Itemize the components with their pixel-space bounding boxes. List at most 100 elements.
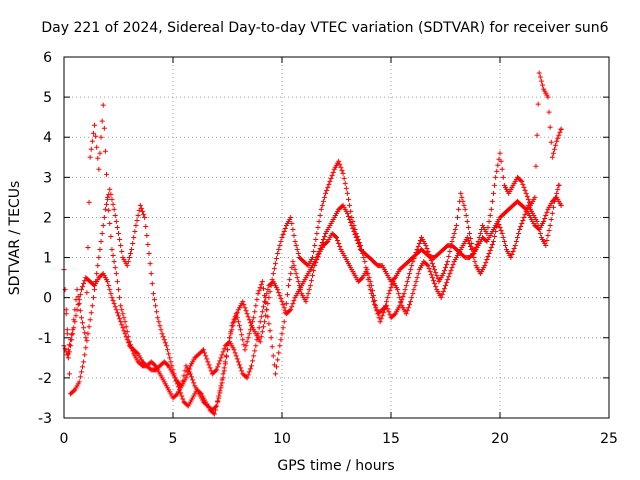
data-point	[366, 275, 372, 281]
data-point	[519, 178, 525, 184]
data-point	[330, 169, 336, 175]
data-point	[143, 223, 149, 229]
data-point	[443, 265, 448, 271]
data-point	[160, 334, 166, 340]
data-point	[116, 313, 121, 319]
data-point	[74, 287, 80, 293]
data-point	[411, 287, 417, 293]
data-point	[239, 368, 245, 374]
data-point	[290, 226, 296, 232]
data-point	[320, 237, 326, 243]
data-point	[310, 255, 316, 261]
data-point	[105, 196, 111, 202]
data-point	[386, 309, 392, 315]
data-point	[345, 196, 351, 202]
data-point	[117, 316, 123, 322]
data-point	[492, 233, 498, 239]
data-point	[306, 287, 312, 293]
data-point	[291, 232, 297, 238]
data-point	[352, 231, 358, 237]
data-point	[116, 230, 121, 236]
data-point	[314, 257, 320, 263]
data-point	[544, 209, 550, 215]
data-point	[278, 239, 284, 245]
data-point	[170, 367, 176, 373]
data-point	[126, 255, 132, 261]
data-point	[114, 310, 120, 316]
data-point	[259, 329, 265, 335]
data-point	[69, 337, 75, 343]
data-point	[263, 313, 269, 319]
data-point	[384, 299, 390, 305]
data-point	[98, 239, 104, 245]
data-point	[243, 308, 249, 314]
data-point	[548, 139, 554, 145]
data-point	[385, 306, 391, 312]
data-point	[272, 371, 278, 377]
data-point	[484, 230, 490, 236]
data-point	[540, 82, 546, 88]
data-point	[424, 262, 430, 268]
data-point	[272, 261, 278, 267]
data-point	[118, 303, 124, 309]
y-tick-label: -1	[38, 331, 52, 347]
data-point	[328, 175, 334, 181]
data-point	[165, 362, 171, 368]
data-point	[339, 167, 345, 173]
data-point	[134, 350, 140, 356]
data-point	[104, 171, 110, 177]
data-point	[242, 305, 248, 311]
data-point	[106, 283, 112, 289]
data-point	[258, 282, 264, 288]
data-point	[462, 206, 468, 212]
data-point	[165, 347, 171, 353]
data-point	[293, 243, 299, 249]
data-point	[133, 222, 139, 228]
data-point	[471, 255, 477, 261]
data-point	[77, 374, 83, 380]
data-point	[428, 272, 434, 278]
data-point	[70, 331, 76, 337]
data-point	[77, 308, 83, 314]
data-point	[241, 342, 247, 348]
data-point	[191, 380, 197, 386]
data-point	[154, 309, 160, 315]
data-point	[123, 324, 129, 330]
data-point	[516, 230, 522, 236]
data-point	[416, 241, 422, 247]
data-point	[145, 242, 151, 248]
data-point	[329, 172, 335, 178]
data-point	[216, 395, 222, 401]
data-point	[134, 217, 140, 223]
data-point	[374, 307, 380, 313]
data-point	[125, 259, 131, 265]
data-point	[316, 218, 322, 224]
data-point	[288, 307, 294, 313]
data-point	[433, 270, 439, 276]
data-point	[111, 259, 117, 265]
data-point	[268, 335, 274, 341]
data-point	[318, 206, 324, 212]
data-point	[75, 302, 81, 308]
data-point	[138, 205, 144, 211]
data-point	[84, 290, 90, 296]
data-point	[281, 319, 287, 325]
data-point	[102, 206, 108, 212]
data-point	[269, 344, 275, 350]
data-point	[215, 399, 221, 405]
data-point	[247, 327, 253, 333]
data-point	[292, 267, 298, 273]
data-point	[247, 366, 253, 372]
data-point	[131, 235, 137, 240]
data-point	[396, 291, 402, 297]
data-point	[149, 281, 155, 287]
data-point	[112, 265, 118, 271]
data-point	[183, 375, 189, 381]
data-point	[168, 359, 174, 365]
data-point	[373, 303, 379, 309]
data-point	[252, 348, 258, 354]
data-point	[451, 230, 457, 236]
data-point	[458, 190, 464, 196]
data-point	[256, 325, 262, 331]
data-point	[497, 150, 503, 156]
